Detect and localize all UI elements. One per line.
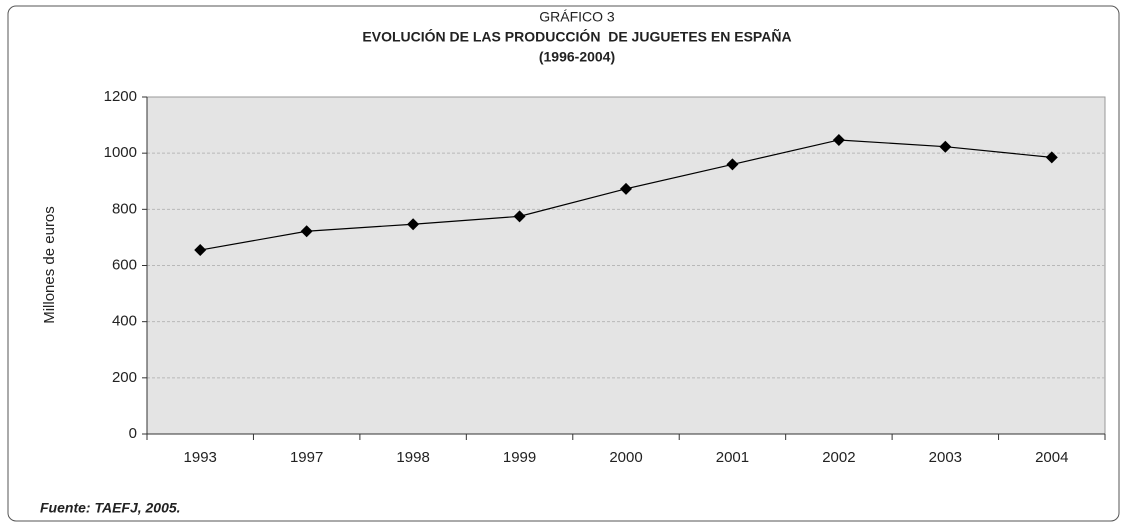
marker	[939, 140, 952, 153]
x-tick-label: 1993	[184, 449, 217, 466]
y-tick-label: 1000	[104, 144, 137, 161]
chart-subtitle: (1996-2004)	[539, 49, 615, 65]
x-tick-label: 1999	[503, 449, 536, 466]
plot-area	[146, 96, 1106, 435]
chart-title: EVOLUCIÓN DE LAS PRODUCCIÓN DE JUGUETES …	[362, 28, 791, 45]
x-tick-label: 1998	[396, 449, 429, 466]
marker	[407, 218, 420, 231]
y-tick-label: 600	[112, 256, 137, 273]
marker	[832, 133, 845, 146]
y-axis-label: Millones de euros	[41, 206, 58, 324]
source: Fuente: TAEFJ, 2005.	[40, 500, 181, 516]
x-tick-label: 1997	[290, 449, 323, 466]
y-tick-label: 1200	[104, 88, 137, 105]
y-tick-label: 0	[129, 425, 137, 442]
y-tick-label: 400	[112, 313, 137, 330]
x-tick-label: 2003	[929, 449, 962, 466]
x-tick-label: 2002	[822, 449, 855, 466]
marker	[620, 182, 632, 195]
marker	[194, 244, 207, 257]
chart-supertitle: GRÁFICO 3	[539, 9, 615, 25]
marker	[726, 158, 739, 171]
marker	[513, 210, 526, 223]
y-tick-label: 800	[112, 200, 137, 217]
marker	[300, 225, 313, 238]
x-tick-label: 2004	[1035, 449, 1068, 466]
x-tick-label: 2001	[716, 449, 749, 466]
y-tick-label: 200	[112, 369, 137, 386]
x-tick-label: 2000	[609, 449, 642, 466]
marker	[1045, 151, 1058, 164]
